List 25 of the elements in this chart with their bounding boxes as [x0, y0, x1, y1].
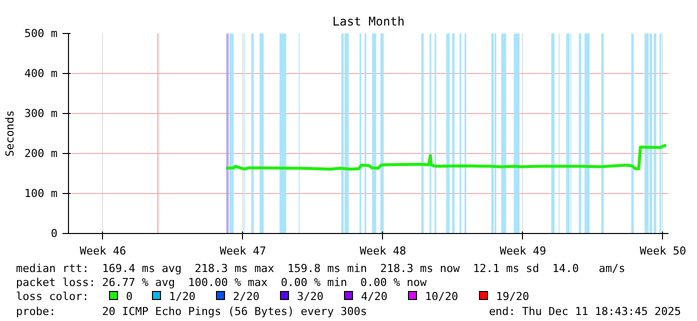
text: packet loss: 26.77 % avg 100.00 % max 0.00 % min 0.00 % now	[16, 276, 427, 289]
y-tick-label: 0	[50, 227, 58, 240]
text: end: Thu Dec 11 18:43:45 2025	[488, 305, 681, 318]
x-tick-label: Week 50	[640, 244, 686, 258]
legend-label: 19/20	[496, 290, 530, 303]
text: probe: 20 ICMP Echo Pings (56 Bytes) every 300s	[16, 305, 367, 318]
x-tick-label: Week 48	[360, 244, 406, 258]
legend-label: 2/20	[233, 290, 260, 303]
y-tick-label: 100 m	[24, 187, 58, 200]
legend-label: 1/20	[169, 290, 196, 303]
legend-label: 4/20	[361, 290, 388, 303]
chart-title: Last Month	[332, 14, 405, 28]
x-tick-label: Week 47	[220, 244, 266, 258]
y-tick-label: 200 m	[24, 147, 58, 160]
y-tick-label: 400 m	[24, 67, 58, 80]
y-tick-label: 300 m	[24, 107, 58, 120]
y-tick-label: 500 m	[24, 27, 58, 40]
legend-label: 10/20	[425, 290, 458, 303]
x-tick-label: Week 49	[500, 244, 546, 258]
y-axis-title: Seconds	[3, 110, 16, 157]
legend-title: loss color:	[16, 290, 89, 303]
legend-label: 3/20	[297, 290, 324, 303]
x-tick-label: Week 46	[80, 244, 126, 258]
legend-label: 0	[126, 290, 133, 303]
text: median rtt: 169.4 ms avg 218.3 ms max 159.8 ms min 218.3 ms now 12.1 ms sd 14.0 am/s	[16, 262, 626, 275]
